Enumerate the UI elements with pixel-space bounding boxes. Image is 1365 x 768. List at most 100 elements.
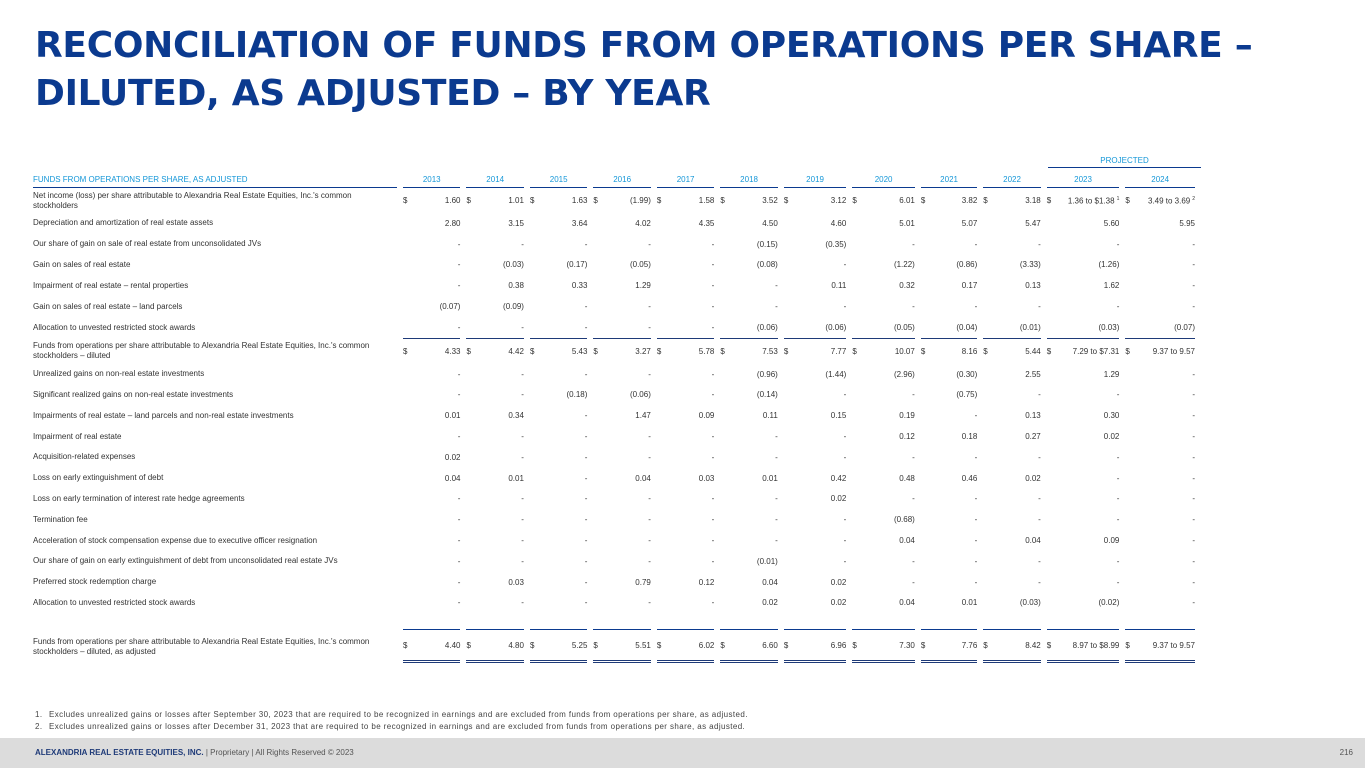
cell-value: 0.19 xyxy=(899,411,915,421)
cell-value: - xyxy=(648,369,651,379)
value-cell-inner: - xyxy=(983,578,1041,587)
value-cell-inner: (0.75) xyxy=(921,390,977,399)
cell-value: (0.05) xyxy=(893,322,915,332)
cell-value: 1.58 xyxy=(698,196,715,205)
value-cell: 0.03 xyxy=(657,468,715,489)
value-cell: - xyxy=(1125,426,1195,447)
currency-symbol: $ xyxy=(466,640,471,650)
value-cell-inner: - xyxy=(593,557,651,566)
cell-value-wrap: 0.01 xyxy=(403,411,461,420)
value-cell: $6.02 xyxy=(656,630,715,664)
cell-value-wrap: 0.19 xyxy=(852,411,915,420)
cell-value-wrap: - xyxy=(983,578,1041,587)
value-cell: - xyxy=(784,255,847,276)
cell-value: 7.30 xyxy=(899,640,915,650)
cell-value-wrap: - xyxy=(1125,453,1195,462)
cell-value: 0.02 xyxy=(830,577,847,587)
value-cell-inner: - xyxy=(657,494,715,503)
cell-value: - xyxy=(974,536,978,546)
cell-value: - xyxy=(843,302,847,312)
value-cell-inner: - xyxy=(466,240,524,249)
value-cell-inner: (0.05) xyxy=(593,260,651,269)
footer-company: ALEXANDRIA REAL ESTATE EQUITIES, INC. | … xyxy=(35,748,354,757)
value-cell: - xyxy=(983,489,1041,510)
cell-value: - xyxy=(711,302,715,312)
value-cell: (1.44) xyxy=(784,364,846,385)
value-cell-inner: - xyxy=(921,536,978,546)
currency-symbol: $ xyxy=(529,640,535,650)
row-label: Impairment of real estate xyxy=(33,431,122,441)
value-cell: - xyxy=(593,296,651,317)
value-cell: 0.01 xyxy=(466,468,524,489)
cell-value-wrap: - xyxy=(466,515,524,524)
cell-value-wrap: 8.97 to $8.99 xyxy=(1051,641,1120,650)
value-cell: 0.04 xyxy=(983,530,1041,551)
cell-value-wrap: 5.95 xyxy=(1125,219,1195,228)
cell-value: 0.01 xyxy=(762,473,778,483)
value-cell-inner: (0.96) xyxy=(720,370,778,379)
cell-value-wrap: - xyxy=(852,578,915,587)
value-cell: - xyxy=(657,255,715,276)
value-cell-inner: (0.30) xyxy=(921,370,977,379)
year-header: 2021 xyxy=(920,172,978,188)
cell-value-wrap: 0.34 xyxy=(466,411,524,420)
cell-value: - xyxy=(648,432,651,442)
footnote: 1. Excludes unrealized gains or losses af… xyxy=(35,709,748,721)
cell-value-wrap: (0.02) xyxy=(1047,598,1119,607)
value-cell-inner: - xyxy=(720,453,778,462)
cell-value: - xyxy=(1192,260,1195,270)
table-header-row: FUNDS FROM OPERATIONS PER SHARE, AS ADJU… xyxy=(33,172,1195,188)
cell-value: - xyxy=(775,536,778,546)
cell-value: 6.02 xyxy=(698,640,715,650)
value-cell-inner: 0.04 xyxy=(983,536,1041,545)
cell-value-wrap: - xyxy=(466,494,524,503)
cell-value: - xyxy=(711,432,715,442)
cell-value: 4.02 xyxy=(635,218,651,228)
cell-value-wrap: - xyxy=(657,281,715,290)
cell-value-wrap: - xyxy=(1125,411,1195,420)
cell-value-wrap: (0.86) xyxy=(921,260,977,269)
cell-value-wrap: 0.15 xyxy=(784,411,847,420)
value-cell: $7.76 xyxy=(920,630,978,664)
value-cell-inner: - xyxy=(784,536,847,545)
row-label: Impairment of real estate – rental prope… xyxy=(33,280,189,290)
cell-value: - xyxy=(1116,452,1120,462)
value-cell: 0.04 xyxy=(720,572,778,593)
value-cell: $3.12 xyxy=(784,188,847,213)
value-cell-inner: - xyxy=(530,474,588,483)
value-cell-inner: - xyxy=(403,578,461,587)
value-cell-inner: 4.50 xyxy=(720,219,778,228)
value-cell: - xyxy=(466,234,524,255)
value-cell: 0.32 xyxy=(852,275,915,296)
value-cell-inner: - xyxy=(403,240,461,249)
cell-value: - xyxy=(1192,598,1195,608)
cell-value-wrap: (0.03) xyxy=(466,260,524,269)
value-cell: 0.13 xyxy=(983,275,1041,296)
value-cell-inner: (3.33) xyxy=(983,260,1041,269)
cell-value-wrap: - xyxy=(466,390,524,399)
value-cell: $3.49 to 3.69 2 xyxy=(1125,188,1195,213)
cell-value: - xyxy=(584,598,588,608)
value-cell: - xyxy=(921,489,978,510)
projected-label: PROJECTED xyxy=(1048,155,1201,168)
cell-value-wrap: - xyxy=(1125,281,1195,290)
value-cell-inner: - xyxy=(466,453,524,462)
value-cell: - xyxy=(1125,275,1195,296)
cell-value-wrap: - xyxy=(983,240,1041,249)
value-cell: - xyxy=(657,447,715,468)
value-cell: 4.02 xyxy=(593,213,651,234)
cell-value-wrap: - xyxy=(593,369,651,379)
value-cell-inner: $ (1.99) xyxy=(593,196,650,205)
value-cell: - xyxy=(403,426,461,447)
cell-value: - xyxy=(457,432,461,442)
currency-symbol: $ xyxy=(720,640,725,650)
cell-value-wrap: 4.35 xyxy=(657,219,715,228)
value-cell: $4.33 xyxy=(403,339,460,364)
cell-value: - xyxy=(584,577,588,587)
value-cell-inner: $1.60 xyxy=(403,196,460,205)
cell-value-wrap: 4.02 xyxy=(593,218,651,228)
value-cell: $8.97 to $8.99 xyxy=(1046,630,1120,664)
table-row: Impairment of real estate – rental prope… xyxy=(33,275,1195,296)
cell-value-wrap: 0.04 xyxy=(593,474,651,483)
value-cell-inner: - xyxy=(593,323,651,332)
